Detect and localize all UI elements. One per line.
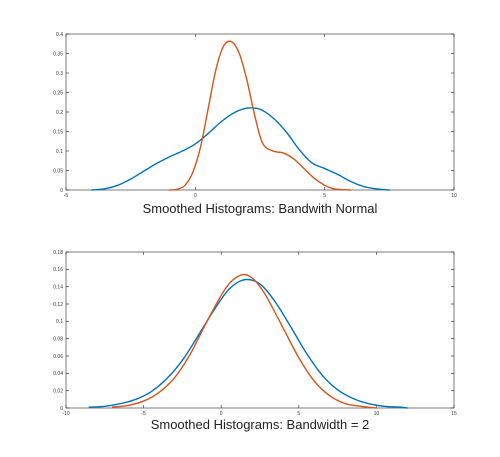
x-tick-label: 5 bbox=[323, 193, 326, 199]
y-tick-label: 0.02 bbox=[53, 388, 63, 394]
x-tick-label: 0 bbox=[220, 411, 223, 417]
chart-title: Smoothed Histograms: Bandwith Normal bbox=[143, 201, 378, 216]
y-tick-label: 0.35 bbox=[53, 51, 63, 57]
y-tick-label: 0 bbox=[60, 406, 63, 412]
y-tick-label: 0.18 bbox=[53, 250, 63, 256]
x-tick-label: -10 bbox=[62, 411, 69, 417]
y-tick-label: 0.12 bbox=[53, 302, 63, 308]
density-curve-blue bbox=[91, 107, 391, 191]
y-tick-label: 0.14 bbox=[53, 284, 63, 290]
x-tick-label: 10 bbox=[451, 193, 457, 199]
density-curve-orange bbox=[168, 40, 352, 191]
density-curve-orange bbox=[111, 273, 378, 409]
chart-title: Smoothed Histograms: Bandwidth = 2 bbox=[151, 417, 370, 432]
y-tick-label: 0.25 bbox=[53, 90, 63, 96]
y-tick-label: 0.1 bbox=[56, 149, 63, 155]
y-tick-label: 0.15 bbox=[53, 129, 63, 135]
y-tick-label: 0.4 bbox=[56, 32, 63, 38]
plot-area-frame bbox=[65, 33, 455, 191]
density-curve-blue bbox=[88, 278, 409, 409]
x-tick-label: -5 bbox=[64, 193, 69, 199]
plot-area-frame bbox=[65, 251, 455, 409]
y-tick-label: 0.1 bbox=[56, 319, 63, 325]
y-tick-label: 0.05 bbox=[53, 168, 63, 174]
chart-panel-1: -5 0 5 1000.050.10.150.20.250.30.350.4Smoot… bbox=[53, 32, 457, 216]
y-tick-label: 0.2 bbox=[56, 110, 63, 116]
y-tick-label: 0.08 bbox=[53, 336, 63, 342]
y-tick-label: 0.04 bbox=[53, 371, 63, 377]
y-tick-label: 0.16 bbox=[53, 267, 63, 273]
x-tick-label: 0 bbox=[194, 193, 197, 199]
y-tick-label: 0.3 bbox=[56, 71, 63, 77]
chart-panel-2: -10 -5 0 5 10 15 0 0.02 0.04 0.06 0.08 0.1 0.12 0.14 0… bbox=[53, 250, 457, 432]
x-tick-label: -5 bbox=[141, 411, 146, 417]
x-tick-label: 5 bbox=[297, 411, 300, 417]
x-tick-label: 10 bbox=[374, 411, 380, 417]
x-tick-label: 15 bbox=[451, 411, 457, 417]
y-tick-label: 0.06 bbox=[53, 354, 63, 360]
y-tick-label: 0 bbox=[60, 188, 63, 194]
